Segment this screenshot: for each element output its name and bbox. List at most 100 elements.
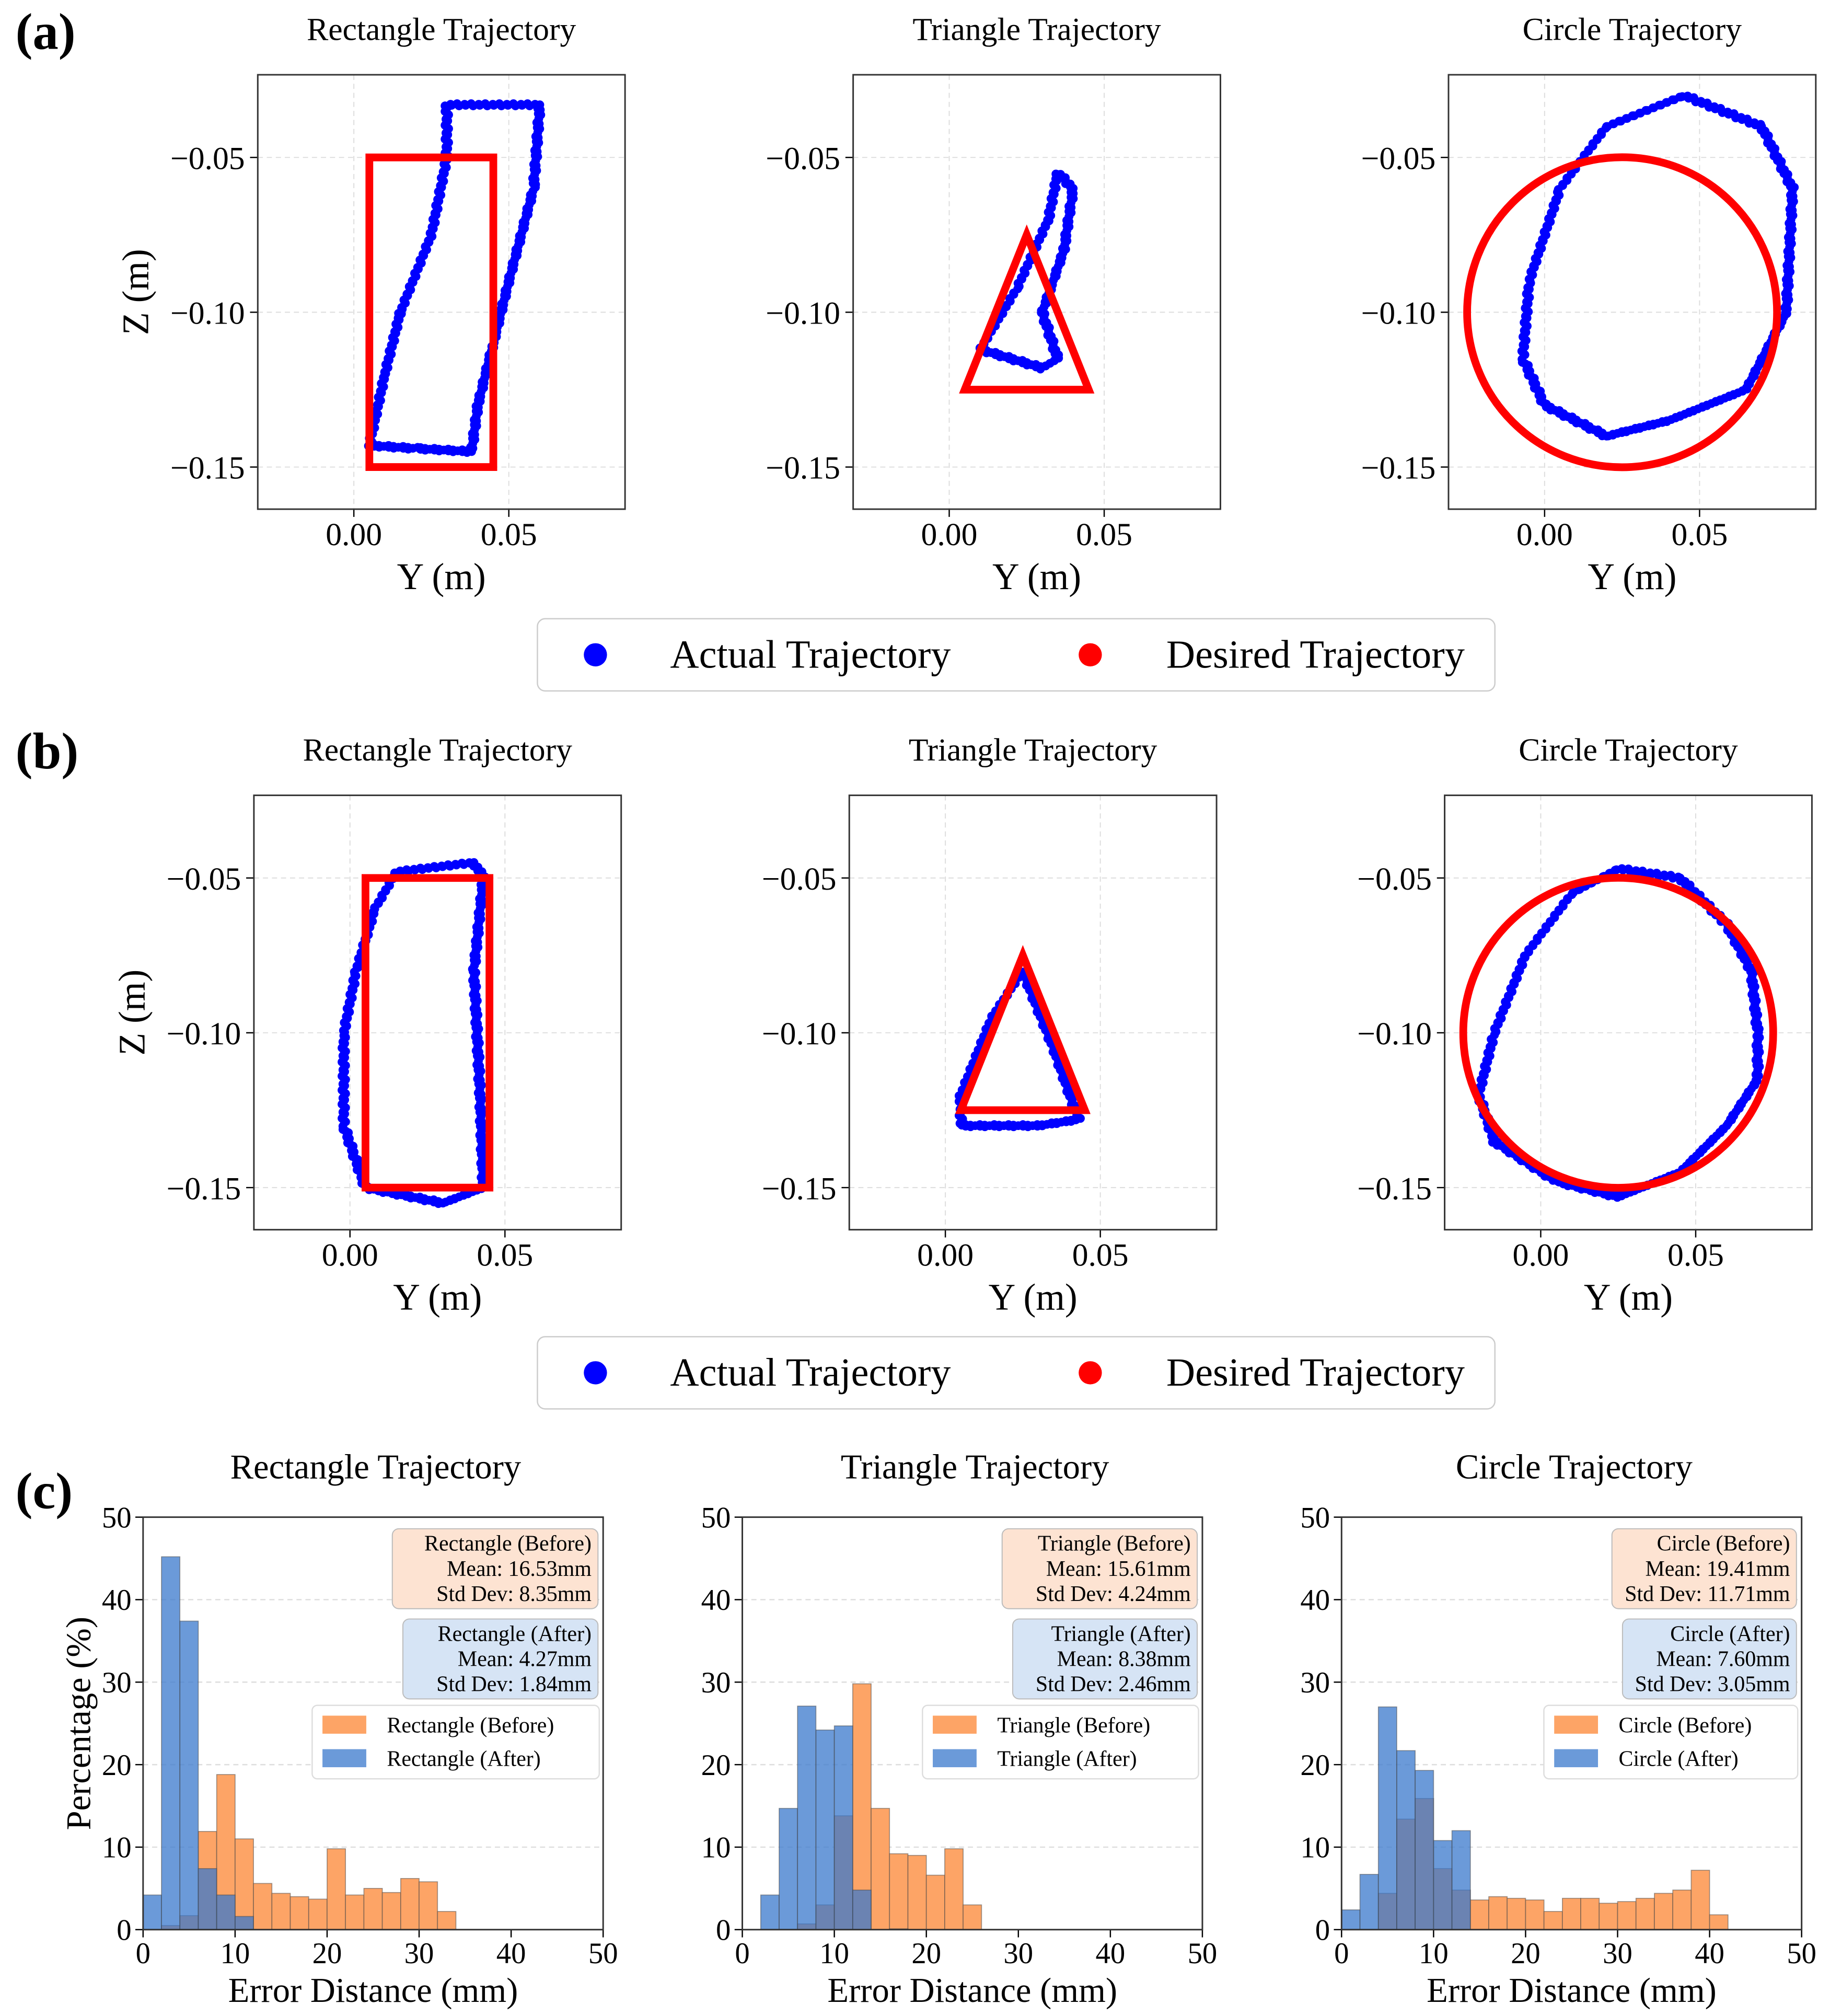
bar-before: [944, 1848, 964, 1930]
panel-label-c: (c): [16, 1462, 73, 1519]
legend-after-label: Triangle (After): [997, 1747, 1137, 1771]
stats-box-before: [1001, 1528, 1198, 1609]
stats-box-before: [391, 1528, 599, 1609]
bar-before: [308, 1898, 328, 1930]
legend-actual-label: Actual Trajectory: [670, 632, 951, 676]
bar-before: [907, 1854, 927, 1930]
legend-before-swatch: [322, 1715, 366, 1734]
bar-before: [1543, 1911, 1563, 1930]
legend-after-swatch: [933, 1749, 977, 1768]
legend-before-label: Triangle (Before): [997, 1713, 1150, 1737]
bar-after: [852, 1890, 872, 1930]
bar-before: [852, 1683, 872, 1930]
legend-a: Actual Trajectory Desired Trajectory: [537, 618, 1496, 692]
plot-title: Circle Trajectory: [1456, 1448, 1693, 1487]
y-tick-label: 50: [102, 1501, 132, 1534]
bar-before: [1562, 1897, 1581, 1930]
legend-desired-label: Desired Trajectory: [1166, 632, 1465, 676]
y-tick-label: 20: [1300, 1749, 1330, 1782]
stats-text: Triangle (Before): [1038, 1532, 1191, 1556]
stats-text: Std Dev: 2.46mm: [1036, 1673, 1191, 1697]
bar-before: [381, 1892, 401, 1930]
y-tick-label: −0.05: [766, 141, 840, 176]
trajectory-plot-a-0: Rectangle Trajectory 0.00 0.05 −0.05 −0.10 −0…: [115, 11, 626, 597]
bar-before: [1599, 1903, 1618, 1930]
bar-before: [889, 1853, 909, 1930]
x-tick-label: 10: [221, 1937, 250, 1970]
y-tick-label: −0.15: [766, 451, 840, 486]
trajectory-plot-a-1: Triangle Trajectory 0.00 0.05 −0.05 −0.10 −0.…: [766, 11, 1221, 597]
trajectory-plot-b-2: Circle Trajectory 0.00 0.05 −0.05 −0.10 −0.15…: [1357, 732, 1813, 1318]
plot-title: Rectangle Trajectory: [230, 1448, 522, 1487]
y-tick-label: −0.10: [762, 1016, 837, 1052]
x-tick-label: 0.05: [1076, 517, 1132, 552]
x-tick-label: 0.00: [322, 1238, 378, 1273]
bar-after: [1451, 1830, 1471, 1930]
legend-desired-marker: [1079, 643, 1102, 666]
x-axis-label: Y (m): [989, 1277, 1078, 1318]
legend-box: [537, 618, 1496, 692]
x-axis-label: Y (m): [1588, 556, 1676, 597]
bar-before: [1507, 1897, 1526, 1930]
legend-before-label: Circle (Before): [1618, 1713, 1752, 1737]
bar-before: [235, 1838, 254, 1930]
legend-box: [1543, 1704, 1799, 1780]
plot-frame: [848, 794, 1218, 1231]
y-tick-label: 40: [102, 1584, 132, 1617]
legend-actual-marker: [584, 1361, 607, 1385]
plot-title: Circle Trajectory: [1519, 732, 1738, 768]
stats-text: Mean: 8.38mm: [1057, 1647, 1191, 1671]
y-tick-label: 20: [701, 1749, 731, 1782]
y-tick-label: −0.05: [167, 861, 241, 897]
actual-point: [443, 102, 453, 112]
bar-after: [779, 1807, 798, 1930]
stats-text: Circle (Before): [1657, 1532, 1790, 1556]
y-axis-label: Z (m): [111, 970, 153, 1056]
x-axis-label: Error Distance (mm): [228, 1972, 518, 2010]
x-tick-label: 40: [496, 1937, 526, 1970]
plot-frame: [1444, 794, 1813, 1231]
bar-before: [871, 1807, 890, 1930]
y-tick-label: 10: [1300, 1831, 1330, 1864]
bar-before: [271, 1893, 291, 1930]
stats-text: Mean: 16.53mm: [447, 1557, 592, 1581]
plot-title: Rectangle Trajectory: [303, 732, 572, 768]
bar-before: [1617, 1901, 1637, 1930]
y-tick-label: 30: [1300, 1666, 1330, 1699]
bar-before: [419, 1881, 438, 1930]
x-tick-label: 0.00: [1516, 517, 1573, 552]
x-axis-label: Y (m): [1584, 1277, 1673, 1318]
stats-text: Mean: 4.27mm: [458, 1647, 592, 1671]
y-tick-label: −0.10: [1361, 296, 1436, 331]
y-tick-label: 20: [102, 1749, 132, 1782]
x-tick-label: 0.05: [1671, 517, 1728, 552]
x-tick-label: 0.05: [1667, 1238, 1724, 1273]
legend-after-swatch: [322, 1749, 366, 1768]
stats-text: Std Dev: 4.24mm: [1036, 1582, 1191, 1606]
y-tick-label: −0.10: [170, 296, 245, 331]
bar-before: [1525, 1899, 1545, 1930]
plot-frame: [1340, 1516, 1803, 1931]
y-tick-label: −0.15: [170, 451, 245, 486]
legend-before-swatch: [1554, 1715, 1599, 1734]
bar-before: [253, 1883, 273, 1930]
y-tick-label: −0.05: [762, 861, 837, 897]
histogram-1: Triangle Trajectory 0 10 20 30 40 50 0 10 20 30 40 5…: [701, 1448, 1218, 2010]
x-tick-label: 50: [1188, 1937, 1218, 1970]
x-axis-label: Error Distance (mm): [827, 1972, 1117, 2010]
x-tick-label: 30: [1603, 1937, 1632, 1970]
plot-title: Triangle Trajectory: [912, 11, 1161, 47]
stats-text: Mean: 19.41mm: [1645, 1557, 1790, 1581]
bar-after: [833, 1725, 853, 1930]
plot-frame: [142, 1516, 604, 1931]
x-tick-label: 0.05: [477, 1238, 533, 1273]
stats-box-after: [402, 1618, 599, 1700]
y-axis-label: Z (m): [115, 249, 157, 335]
legend-after-label: Rectangle (After): [387, 1747, 540, 1771]
x-tick-label: 20: [911, 1937, 941, 1970]
stats-text: Std Dev: 8.35mm: [436, 1582, 592, 1606]
legend-after-label: Circle (After): [1618, 1747, 1738, 1771]
stats-box-after: [1621, 1618, 1797, 1700]
x-tick-label: 30: [404, 1937, 434, 1970]
